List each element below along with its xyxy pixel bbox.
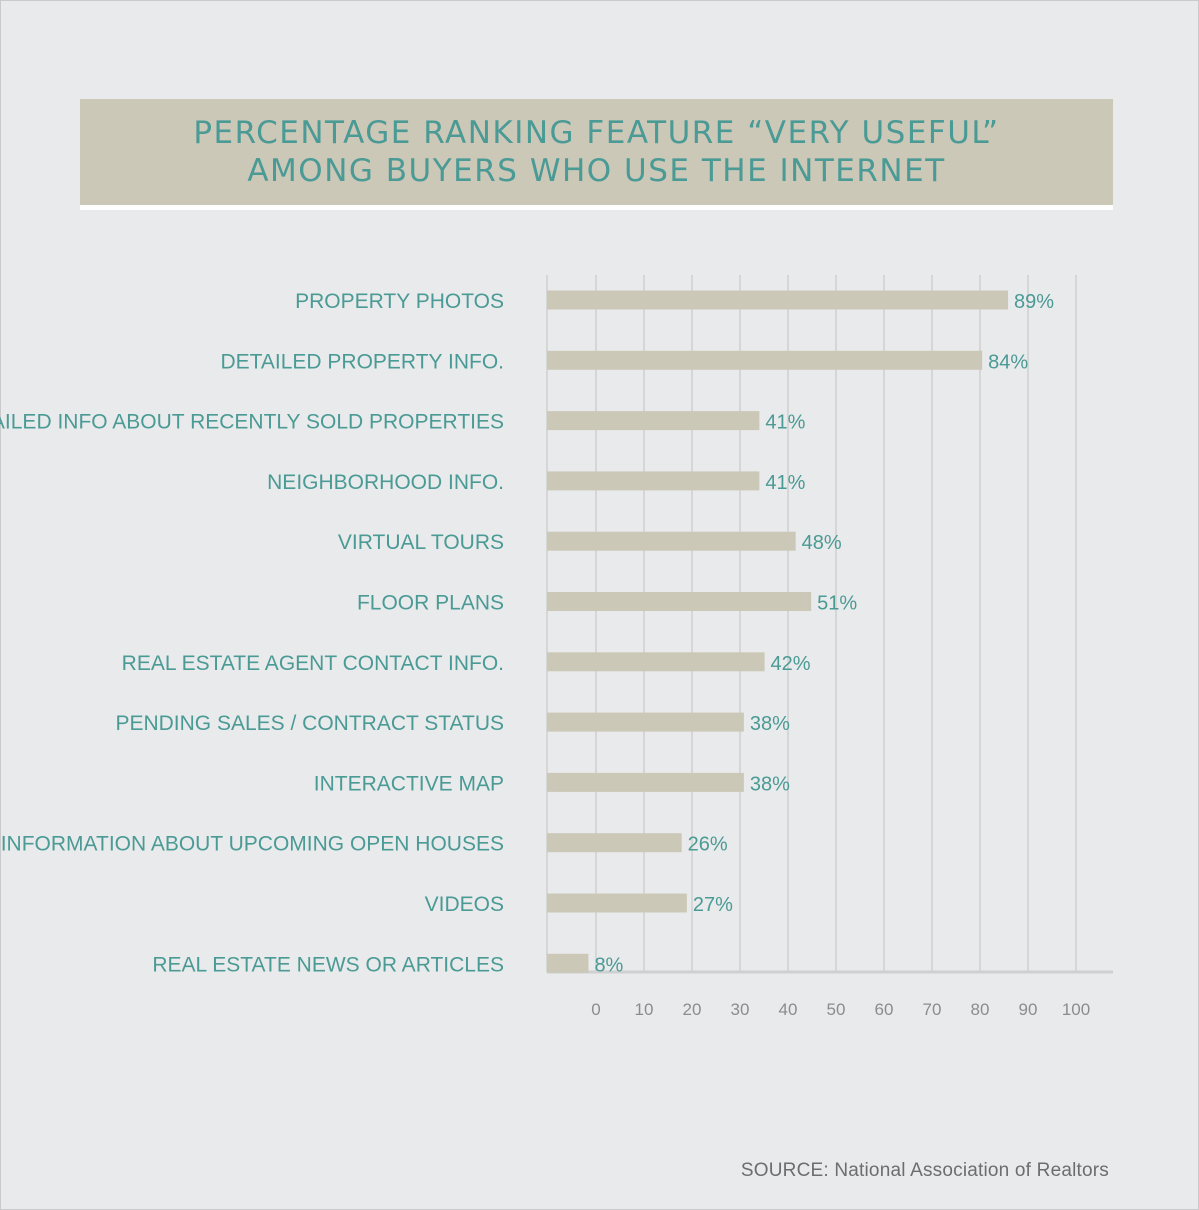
source-note: SOURCE: National Association of Realtors <box>740 1160 1109 1181</box>
x-axis-ticks: 0 10 20 30 40 50 60 70 80 90 100 <box>591 1000 1090 1019</box>
value-label: 84% <box>988 351 1028 373</box>
category-label: PENDING SALES / CONTRACT STATUS <box>115 712 504 735</box>
x-tick-label: 0 <box>591 1000 600 1019</box>
category-labels: PROPERTY PHOTOS DETAILED PROPERTY INFO. DE… <box>0 290 504 976</box>
x-tick-label: 10 <box>635 1000 654 1019</box>
value-label: 27% <box>693 894 733 916</box>
category-label: REAL ESTATE NEWS OR ARTICLES <box>152 953 504 976</box>
x-tick-label: 40 <box>779 1000 798 1019</box>
category-label: DETAILED PROPERTY INFO. <box>220 350 504 373</box>
bar <box>547 290 1009 310</box>
x-tick-label: 100 <box>1062 1000 1090 1019</box>
chart-title-line-1: PERCENTAGE RANKING FEATURE “VERY USEFUL” <box>193 115 1000 151</box>
chart-title-band: PERCENTAGE RANKING FEATURE “VERY USEFUL”… <box>80 99 1113 210</box>
category-label: FLOOR PLANS <box>357 592 504 615</box>
value-label: 41% <box>765 412 805 434</box>
category-label: INFORMATION ABOUT UPCOMING OPEN HOUSES <box>1 833 504 856</box>
x-tick-label: 60 <box>875 1000 894 1019</box>
value-label: 38% <box>750 773 790 795</box>
bar <box>547 772 744 792</box>
category-label: INTERACTIVE MAP <box>314 772 504 795</box>
category-label: DETAILED INFO ABOUT RECENTLY SOLD PROPER… <box>0 411 504 434</box>
bars <box>547 290 1009 973</box>
value-label: 51% <box>817 593 857 615</box>
x-tick-label: 20 <box>683 1000 702 1019</box>
bar <box>547 652 765 672</box>
chart-title-line-2: AMONG BUYERS WHO USE THE INTERNET <box>247 153 946 189</box>
category-label: NEIGHBORHOOD INFO. <box>267 471 504 494</box>
value-label: 38% <box>750 713 790 735</box>
x-tick-label: 30 <box>731 1000 750 1019</box>
bar <box>547 350 983 370</box>
x-tick-label: 90 <box>1019 1000 1038 1019</box>
value-label: 8% <box>594 954 623 976</box>
bar <box>547 592 812 611</box>
value-label: 41% <box>765 472 805 494</box>
x-tick-label: 50 <box>827 1000 846 1019</box>
category-label: VIRTUAL TOURS <box>338 531 504 554</box>
bar <box>547 893 687 913</box>
x-tick-label: 70 <box>923 1000 942 1019</box>
category-label: VIDEOS <box>425 893 504 916</box>
value-label: 26% <box>688 834 728 856</box>
value-label: 89% <box>1014 291 1054 313</box>
bar <box>547 471 760 491</box>
category-label: REAL ESTATE AGENT CONTACT INFO. <box>122 652 504 675</box>
value-labels: 89% 84% 41% 41% 48% 51% 42% 38% 38% 26% 27% 8% <box>594 291 1054 976</box>
x-tick-label: 80 <box>971 1000 990 1019</box>
value-label: 42% <box>771 653 811 675</box>
bar <box>547 712 744 732</box>
bar <box>547 531 796 551</box>
bar <box>547 411 760 431</box>
category-label: PROPERTY PHOTOS <box>295 290 504 313</box>
gridlines <box>546 275 1113 974</box>
bar <box>547 833 682 853</box>
value-label: 48% <box>802 532 842 554</box>
bar <box>547 953 589 973</box>
